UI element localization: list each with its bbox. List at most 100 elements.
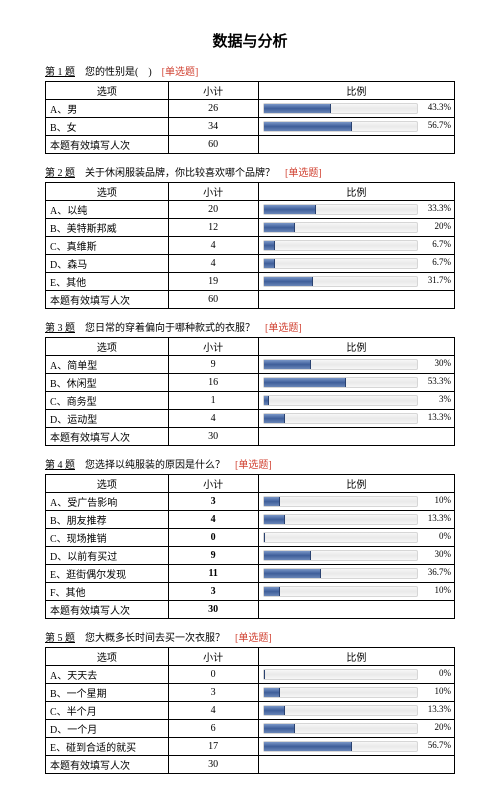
bar-percent: 20% <box>435 720 452 737</box>
bar-fill <box>264 497 280 506</box>
cell-count: 3 <box>168 684 258 702</box>
bar-percent: 13.3% <box>428 410 451 427</box>
question-header: 第 1 题 您的性别是( ) [单选题] <box>45 63 455 78</box>
bar-percent: 56.7% <box>428 738 451 755</box>
bar-track <box>263 687 418 698</box>
bar-track <box>263 550 418 561</box>
bar-percent: 10% <box>435 493 452 510</box>
table-footer-row: 本题有效填写人次60 <box>46 136 455 154</box>
question-table: 选项小计比例A、天天去00%B、一个星期310%C、半个月413.3%D、一个月… <box>45 647 455 774</box>
table-row: A、以纯20 33.3% <box>46 201 455 219</box>
bar-percent: 13.3% <box>428 511 451 528</box>
bar-track <box>263 723 418 734</box>
cell-option: C、真维斯 <box>46 237 169 255</box>
question-tag: [单选题] <box>235 460 272 471</box>
header-count: 小计 <box>168 183 258 201</box>
cell-bar: 6.7% <box>258 237 454 255</box>
cell-option: B、女 <box>46 118 169 136</box>
cell-option: C、现场推销 <box>46 529 169 547</box>
cell-option: B、休闲型 <box>46 374 169 392</box>
table-row: E、碰到合适的就买17 56.7% <box>46 738 455 756</box>
bar-track <box>263 103 418 114</box>
question-header: 第 3 题 您日常的穿着偏向于哪种款式的衣服？ [单选题] <box>45 319 455 334</box>
cell-option: D、运动型 <box>46 410 169 428</box>
question-number: 第 3 题 <box>45 323 75 334</box>
cell-option: A、以纯 <box>46 201 169 219</box>
cell-count: 9 <box>168 356 258 374</box>
header-count: 小计 <box>168 338 258 356</box>
bar-track <box>263 276 418 287</box>
table-row: A、简单型930% <box>46 356 455 374</box>
question-header: 第 2 题 关于休闲服装品牌，你比较喜欢哪个品牌？ [单选题] <box>45 164 455 179</box>
cell-bar: 31.7% <box>258 273 454 291</box>
question-text: 您的性别是( ) <box>85 67 152 78</box>
cell-bar: 33.3% <box>258 201 454 219</box>
footer-empty <box>258 601 454 619</box>
bar-fill <box>264 104 331 113</box>
bar-track <box>263 586 418 597</box>
table-row: E、其他1931.7% <box>46 273 455 291</box>
question-tag: [单选题] <box>285 168 322 179</box>
cell-count: 1 <box>168 392 258 410</box>
cell-count: 20 <box>168 201 258 219</box>
questions-container: 第 1 题 您的性别是( ) [单选题]选项小计比例A、男2643.3%B、女3… <box>45 63 455 774</box>
cell-option: A、简单型 <box>46 356 169 374</box>
bar-track <box>263 240 418 251</box>
footer-label: 本题有效填写人次 <box>46 756 169 774</box>
bar-track <box>263 532 418 543</box>
footer-empty <box>258 428 454 446</box>
header-count: 小计 <box>168 475 258 493</box>
cell-option: B、美特斯邦威 <box>46 219 169 237</box>
table-row: B、美特斯邦威1220% <box>46 219 455 237</box>
table-header-row: 选项小计比例 <box>46 648 455 666</box>
footer-label: 本题有效填写人次 <box>46 428 169 446</box>
bar-fill <box>264 742 352 751</box>
bar-percent: 10% <box>435 583 452 600</box>
cell-count: 17 <box>168 738 258 756</box>
bar-percent: 0% <box>439 529 451 546</box>
table-footer-row: 本题有效填写人次30 <box>46 601 455 619</box>
question-number: 第 5 题 <box>45 633 75 644</box>
cell-bar: 0% <box>258 666 454 684</box>
bar-percent: 6.7% <box>432 255 451 272</box>
table-row: E、逛街偶尔发现1136.7% <box>46 565 455 583</box>
table-footer-row: 本题有效填写人次60 <box>46 291 455 309</box>
table-header-row: 选项小计比例 <box>46 183 455 201</box>
cell-bar: 43.3% <box>258 100 454 118</box>
footer-total: 30 <box>168 428 258 446</box>
bar-fill <box>264 587 280 596</box>
table-row: A、受广告影响310% <box>46 493 455 511</box>
cell-count: 4 <box>168 237 258 255</box>
table-footer-row: 本题有效填写人次30 <box>46 756 455 774</box>
table-header-row: 选项小计比例 <box>46 82 455 100</box>
bar-fill <box>264 551 311 560</box>
cell-option: B、一个星期 <box>46 684 169 702</box>
cell-bar: 3% <box>258 392 454 410</box>
bar-track <box>263 413 418 424</box>
cell-bar: 13.3% <box>258 410 454 428</box>
cell-count: 4 <box>168 511 258 529</box>
table-row: D、森马46.7% <box>46 255 455 273</box>
header-option: 选项 <box>46 648 169 666</box>
bar-percent: 56.7% <box>428 118 451 135</box>
bar-track <box>263 705 418 716</box>
cell-bar: 6.7% <box>258 255 454 273</box>
cell-option: E、碰到合适的就买 <box>46 738 169 756</box>
bar-percent: 53.3% <box>428 374 451 391</box>
cell-bar: 20% <box>258 219 454 237</box>
cell-count: 19 <box>168 273 258 291</box>
cell-bar: 13.3% <box>258 511 454 529</box>
bar-track <box>263 377 418 388</box>
cell-count: 11 <box>168 565 258 583</box>
cell-count: 26 <box>168 100 258 118</box>
cell-count: 3 <box>168 493 258 511</box>
cell-bar: 53.3% <box>258 374 454 392</box>
cell-bar: 56.7% <box>258 738 454 756</box>
footer-total: 60 <box>168 291 258 309</box>
cell-option: D、森马 <box>46 255 169 273</box>
cell-count: 3 <box>168 583 258 601</box>
table-row: C、真维斯46.7% <box>46 237 455 255</box>
bar-percent: 33.3% <box>428 201 451 218</box>
question-number: 第 2 题 <box>45 168 75 179</box>
footer-label: 本题有效填写人次 <box>46 601 169 619</box>
